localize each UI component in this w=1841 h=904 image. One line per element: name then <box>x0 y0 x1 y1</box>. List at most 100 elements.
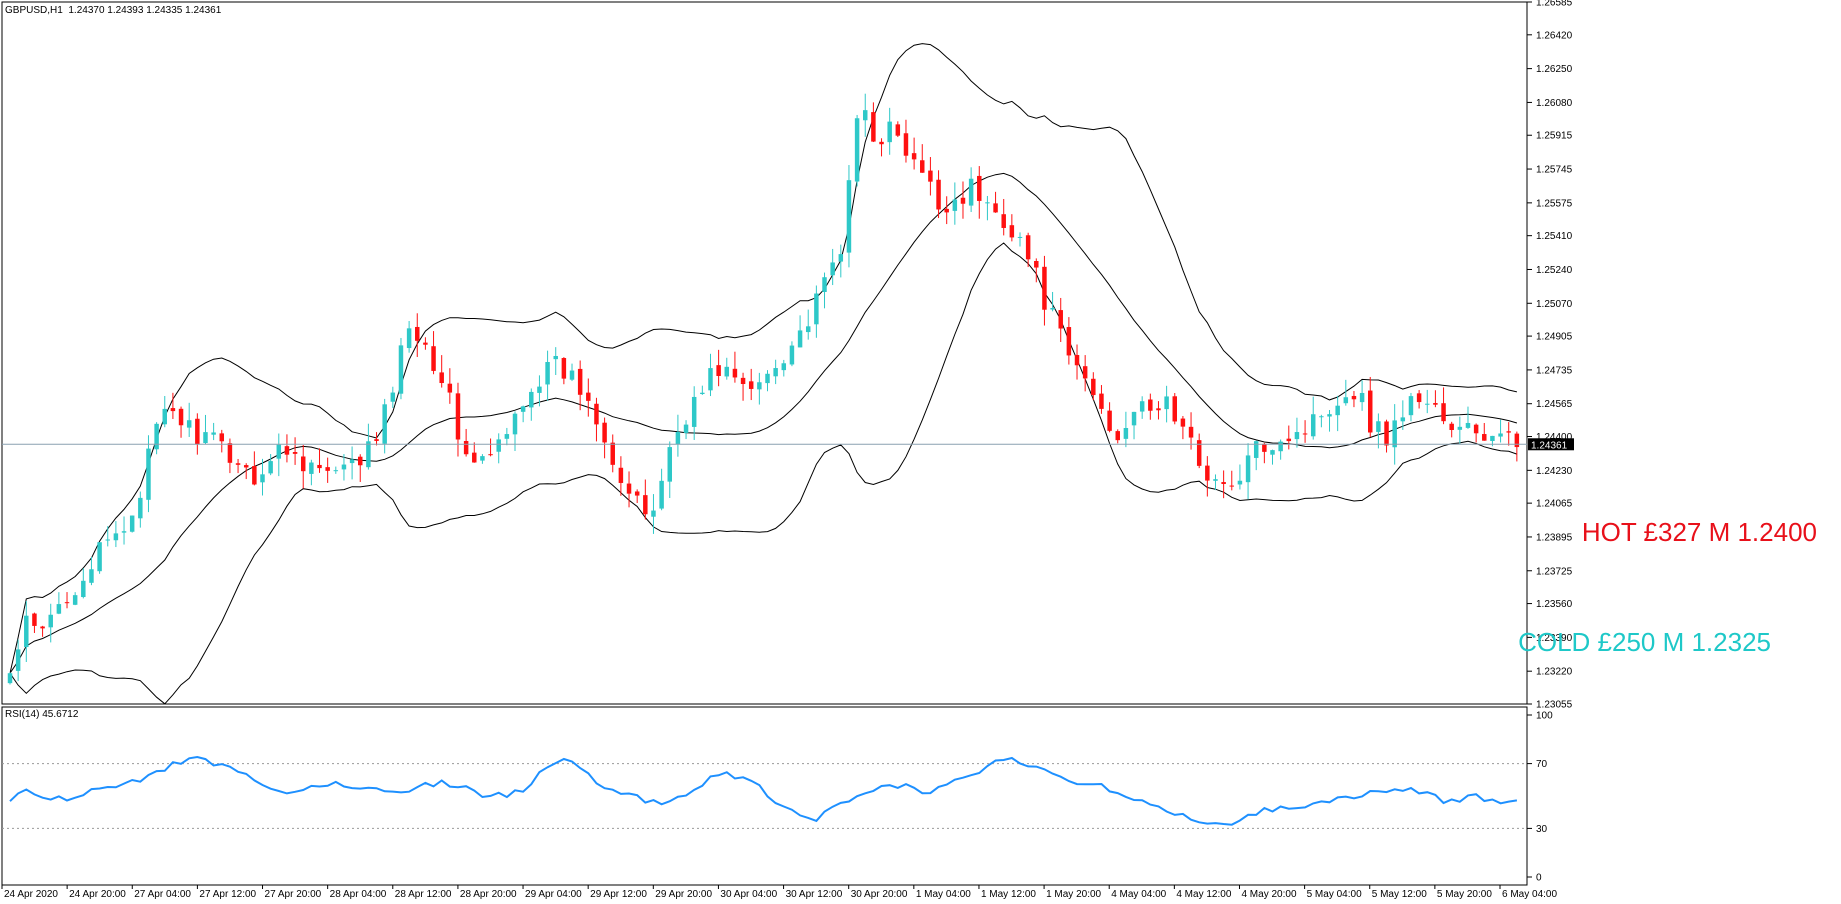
y-tick-label: 1.25240 <box>1536 265 1573 276</box>
candle-bull <box>569 370 575 380</box>
x-tick-label: 27 Apr 12:00 <box>199 889 256 899</box>
candle-bull <box>211 432 216 435</box>
x-tick-label: 29 Apr 12:00 <box>590 889 647 899</box>
candle-bull <box>1017 236 1023 238</box>
candle-bear <box>235 463 241 465</box>
candle-bull <box>398 345 404 394</box>
candle-bear <box>920 160 925 173</box>
candle-bear <box>895 124 901 136</box>
candle-bear <box>472 452 477 463</box>
candle-bear <box>1058 310 1063 329</box>
candle-bear <box>284 446 290 455</box>
candle-bear <box>300 456 306 472</box>
candle-bear <box>1449 423 1454 430</box>
candle-bear <box>993 203 998 213</box>
candle-bull <box>1490 435 1495 442</box>
bollinger-middle <box>9 172 1518 674</box>
candle-bull <box>333 470 339 472</box>
candle-bull <box>805 326 811 333</box>
candle-bear <box>1115 431 1120 441</box>
candle-bear <box>944 208 949 213</box>
candle-bull <box>887 121 892 143</box>
candle-bear <box>1416 393 1422 403</box>
candle-bull <box>683 424 689 433</box>
candle-bear <box>1506 431 1511 433</box>
candle-bull <box>56 604 62 614</box>
candle-bull <box>480 456 485 461</box>
candle-bull <box>1213 479 1218 481</box>
candle-bear <box>879 141 884 145</box>
y-tick-label: 1.25070 <box>1536 299 1573 310</box>
candle-bull <box>1498 433 1503 437</box>
candle-bear <box>1148 399 1153 411</box>
candle-bear <box>439 372 444 384</box>
candle-bull <box>675 431 681 445</box>
candle-bull <box>186 420 192 428</box>
candle-bull <box>553 355 558 360</box>
candle-bear <box>1196 440 1202 466</box>
candle-bull <box>520 406 526 412</box>
y-tick-label: 1.24400 <box>1536 432 1573 443</box>
cold-annotation: COLD £250 M 1.2325 <box>1518 627 1771 657</box>
candle-bull <box>89 569 94 583</box>
candle-bull <box>724 366 730 377</box>
candle-bull <box>667 447 672 482</box>
candle-bear <box>1433 403 1438 405</box>
candle-bull <box>382 404 387 444</box>
rsi-panel-frame <box>1 706 1528 886</box>
candle-bull <box>757 382 762 390</box>
candle-bear <box>618 467 624 483</box>
candle-bull <box>1139 401 1145 412</box>
candle-bull <box>504 434 510 439</box>
candle-bear <box>1351 395 1357 400</box>
candle-bull <box>121 531 127 533</box>
x-tick-label: 5 May 04:00 <box>1307 889 1362 899</box>
candle-bear <box>1262 443 1267 452</box>
candle-bull <box>765 373 770 384</box>
candle-bear <box>252 466 257 485</box>
candle-bear <box>431 346 436 371</box>
current-price-tag <box>1528 438 1574 451</box>
candle-bull <box>113 533 119 541</box>
y-tick-label: 1.24565 <box>1536 399 1573 410</box>
candle-bull <box>1327 414 1332 417</box>
candle-bear <box>1074 354 1080 366</box>
candle-bear <box>1302 433 1308 435</box>
candle-bull <box>349 459 355 464</box>
candle-bull <box>1050 308 1055 310</box>
x-tick-label: 1 May 20:00 <box>1046 889 1101 899</box>
candle-bull <box>1310 414 1316 437</box>
candle-bear <box>178 408 184 426</box>
y-tick-label: 1.26420 <box>1536 30 1573 41</box>
x-tick-label: 5 May 20:00 <box>1437 889 1492 899</box>
candle-bull <box>138 497 143 519</box>
candle-bull <box>105 539 110 541</box>
candle-bull <box>789 345 795 365</box>
price-panel-frame <box>1 1 1528 705</box>
candle-bear <box>928 170 933 182</box>
candle-bull <box>708 368 713 391</box>
candle-bear <box>463 441 469 455</box>
candle-bull <box>1359 392 1365 403</box>
candle-bear <box>1009 225 1015 238</box>
x-tick-label: 28 Apr 12:00 <box>395 889 452 899</box>
candle-bear <box>1441 403 1446 422</box>
candle-bear <box>1384 421 1389 446</box>
candle-bull <box>1425 403 1430 405</box>
x-tick-label: 1 May 04:00 <box>916 889 971 899</box>
current-price-label: 1.24361 <box>1531 440 1568 451</box>
candle-bear <box>1188 426 1194 438</box>
candle-bear <box>455 393 461 440</box>
candle-bull <box>341 464 347 470</box>
x-tick-label: 30 Apr 12:00 <box>786 889 843 899</box>
y-tick-label: 1.23895 <box>1536 532 1573 543</box>
candle-bear <box>1156 408 1161 411</box>
candle-bear <box>415 326 420 341</box>
candle-bull <box>496 439 501 452</box>
candle-bull <box>1392 420 1397 448</box>
candle-bull <box>1465 422 1471 428</box>
x-tick-label: 24 Apr 20:00 <box>69 889 126 899</box>
candle-bear <box>594 403 599 425</box>
